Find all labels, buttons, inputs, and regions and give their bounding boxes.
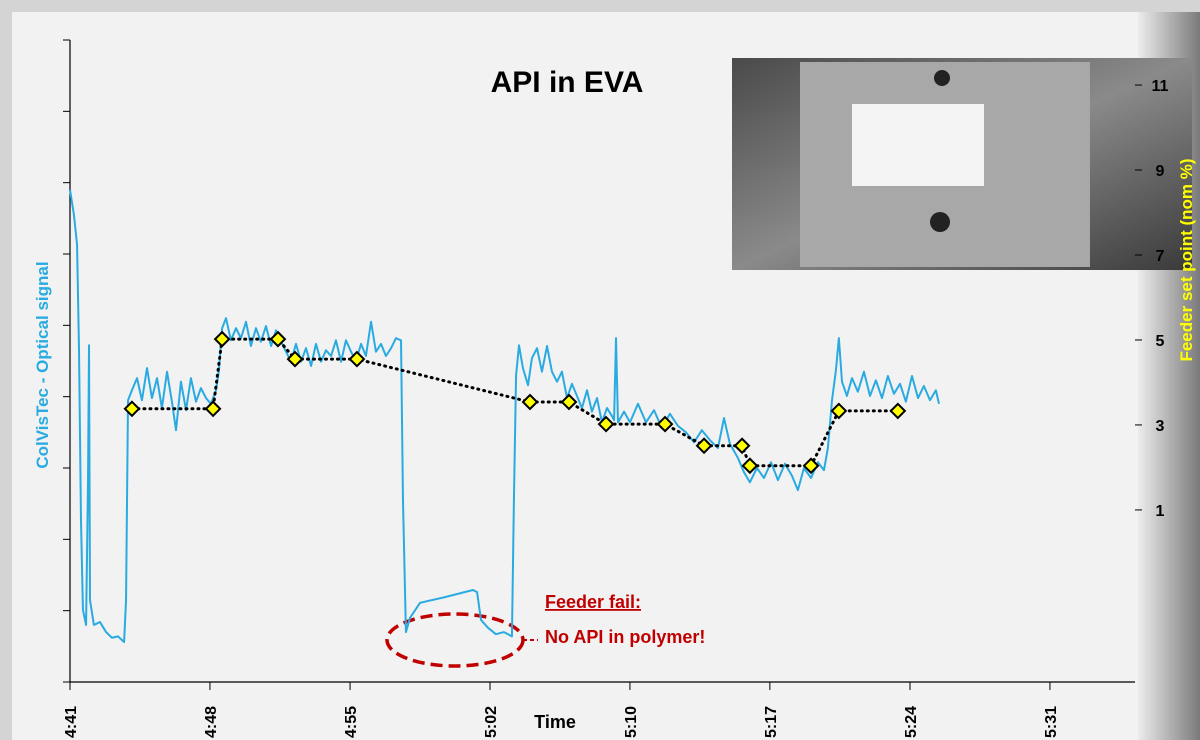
x-tick-label: 4:48: [203, 706, 220, 738]
y2-tick-label: 3: [1156, 418, 1165, 435]
annotation: No API in polymer!: [545, 627, 705, 647]
x-tick-label: 5:24: [903, 706, 920, 738]
y2-tick-label: 1: [1156, 503, 1165, 520]
photo-hole: [930, 212, 950, 232]
y2-tick-label: 9: [1156, 163, 1165, 180]
x-tick-label: 5:17: [763, 706, 780, 738]
x-tick-label: 5:31: [1043, 706, 1060, 738]
annotation: Feeder fail:: [545, 592, 641, 612]
inset-photo: [732, 58, 1192, 270]
chart: 13579114:414:484:555:025:105:175:245:31 …: [0, 0, 1200, 740]
x-tick-label: 4:41: [63, 706, 80, 738]
x-axis-label: Time: [534, 712, 576, 732]
y-axis-label: ColVisTec - Optical signal: [33, 261, 52, 468]
photo-powder: [852, 104, 984, 186]
y2-tick-label: 7: [1156, 248, 1165, 265]
page: 13579114:414:484:555:025:105:175:245:31 …: [0, 0, 1200, 740]
x-tick-label: 5:02: [483, 706, 500, 738]
y2-tick-label: 5: [1156, 333, 1165, 350]
y2-axis-label: Feeder set point (nom %): [1177, 158, 1196, 361]
x-tick-label: 4:55: [343, 706, 360, 738]
x-tick-label: 5:10: [623, 706, 640, 738]
photo-hole: [934, 70, 950, 86]
chart-title: API in EVA: [491, 66, 644, 99]
y2-tick-label: 11: [1152, 78, 1169, 95]
